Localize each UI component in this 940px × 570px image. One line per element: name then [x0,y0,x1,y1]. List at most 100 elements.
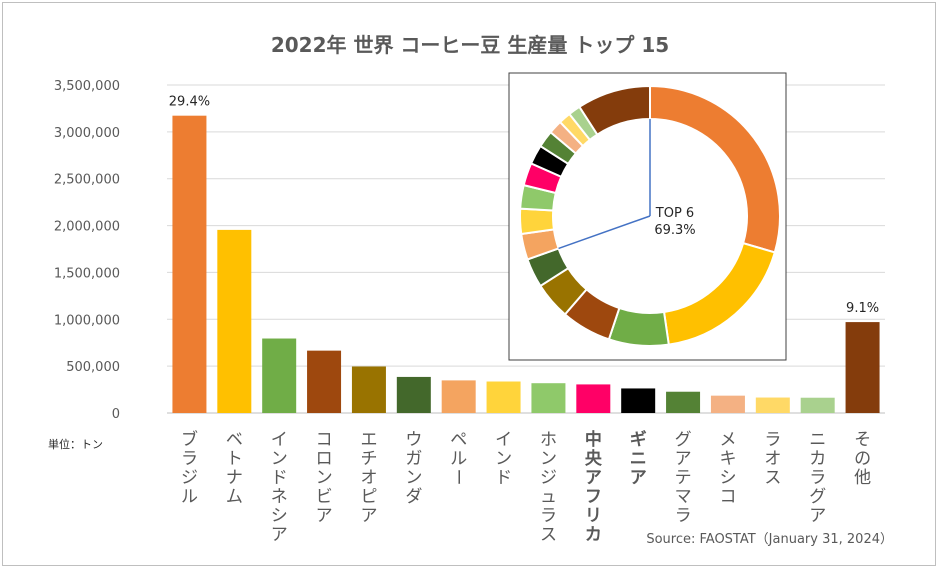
category-char: ロ [316,449,333,469]
category-char: ー [448,469,468,486]
category-char: ス [540,525,557,545]
bar [262,338,297,413]
y-tick-label: 1,000,000 [54,313,120,328]
y-tick-label: 2,000,000 [54,220,120,235]
category-char: ン [540,449,557,469]
y-tick-label: 1,500,000 [54,266,120,281]
category-char: ア [271,525,288,545]
category-char: ギ [630,430,647,450]
category-char: テ [675,468,692,488]
y-axis-ticks: 0 500,000 1,000,000 1,500,000 2,000,000 2,500… [54,79,120,422]
category-char: ド [271,468,288,488]
category-char: シ [271,506,288,526]
bar [217,229,252,413]
category-char: シ [719,468,736,488]
category-char: コ [719,487,736,507]
y-tick-label: 500,000 [66,360,120,375]
category-char: グ [809,487,826,507]
category-char: 中 [585,429,602,450]
y-tick-label: 0 [112,407,120,422]
category-char: ホ [540,430,557,450]
source-note: Source: FAOSTAT（January 31, 2024） [646,532,893,547]
category-char: カ [809,449,826,469]
category-char: ド [495,468,512,488]
category-label: インド [495,430,512,488]
category-char: コ [316,430,333,450]
category-char: リ [585,506,602,526]
bar [710,395,745,413]
category-char: ラ [809,468,826,488]
category-labels: ブラジルベトナムインドネシアコロンビアエチオピアウガンダペルーインドホンジュラス… [181,429,871,545]
category-char: ア [675,449,692,469]
bar [441,380,476,413]
category-char: イ [495,430,512,450]
category-char: ジ [540,468,557,488]
bar [576,384,611,413]
category-char: ム [226,487,243,507]
y-tick-label: 2,500,000 [54,173,120,188]
category-char: オ [764,449,781,469]
category-char: ン [495,449,512,469]
pointer-line-bottom [558,215,651,250]
category-char: ス [764,468,781,488]
category-char: フ [585,487,602,507]
category-char: ト [226,449,243,469]
category-char: グ [675,430,692,450]
category-char: 他 [854,468,871,488]
category-char: ラ [675,506,692,526]
bar [172,115,207,414]
category-label: その他 [854,430,871,488]
bar [307,350,342,413]
donut-center-label: TOP 6 [655,206,694,221]
category-char: ネ [271,487,288,507]
bar-data-label: 9.1% [846,301,879,316]
category-char: ン [316,468,333,488]
category-char: メ [719,430,736,450]
category-char: ニ [809,430,826,450]
category-char: ン [271,449,288,469]
bar [531,383,566,413]
bar [800,397,835,413]
bar [351,366,386,413]
bar [396,376,431,413]
category-char: カ [585,525,602,545]
bar-data-label: 29.4% [169,95,210,110]
category-char: ア [585,468,602,488]
category-char: そ [854,430,871,450]
category-char: ウ [405,430,422,450]
category-char: ニ [630,449,647,469]
category-char: ピ [360,487,377,507]
bar [755,397,790,413]
category-label: ペルー [448,430,468,486]
donut-center-value: 69.3% [654,223,695,238]
category-char: ダ [405,487,422,507]
category-label: ギニア [630,430,647,488]
category-char: ュ [540,487,557,507]
category-char: キ [719,449,736,469]
category-label: ラオス [764,430,781,488]
category-char: チ [360,449,377,469]
category-char: エ [360,430,377,450]
category-char: ラ [540,506,557,526]
category-char: ア [630,468,647,488]
chart-title: 2022年 世界 コーヒー豆 生産量 トップ 15 [271,33,669,57]
unit-label: 単位：トン [48,437,103,451]
category-char: ア [360,506,377,526]
y-tick-label: 3,500,000 [54,79,120,94]
category-char: ナ [226,468,243,488]
bar [666,391,701,413]
category-char: ビ [316,487,333,507]
category-char: ン [405,468,422,488]
category-char: ジ [181,468,198,488]
category-char: オ [360,468,377,488]
